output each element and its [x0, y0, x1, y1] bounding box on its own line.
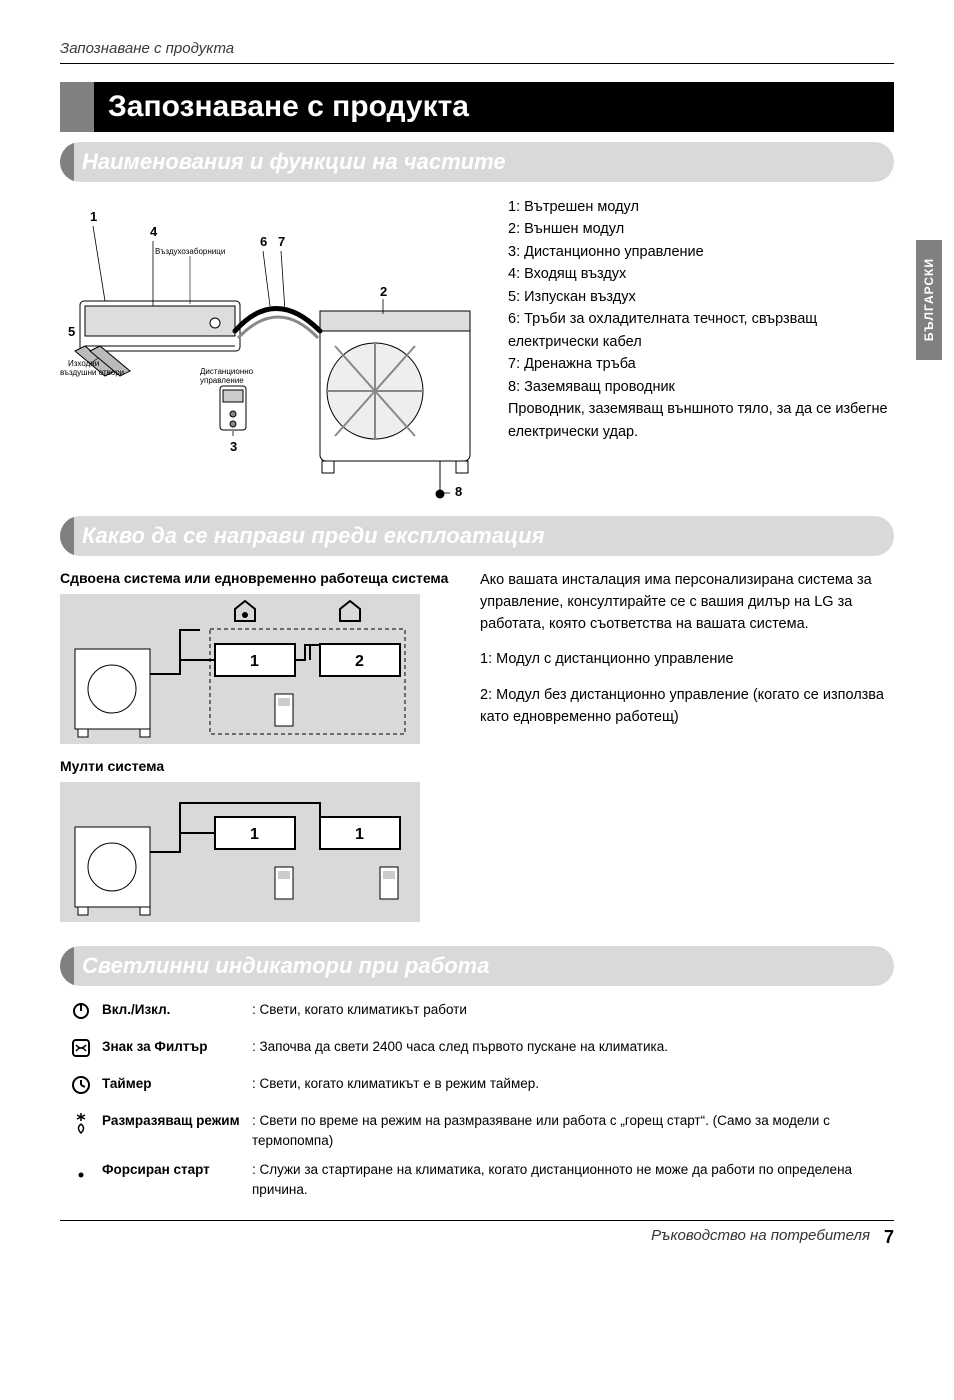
footer: Ръководство на потребителя 7: [60, 1227, 894, 1248]
section-head-3: Светлинни индикатори при работа: [60, 946, 894, 986]
legend-item: 3: Дистанционно управление: [508, 241, 894, 263]
language-tab: БЪЛГАРСКИ: [916, 240, 942, 360]
dot-icon: [60, 1160, 102, 1188]
svg-text:5: 5: [68, 324, 75, 339]
section-head-2: Какво да се направи преди експлоатация: [60, 516, 894, 556]
indicator-desc: : Свети по време на режим на размразяван…: [252, 1111, 894, 1152]
section-accent: [60, 142, 74, 182]
svg-text:1: 1: [355, 826, 364, 843]
section2-left: Сдвоена система или едновременно работещ…: [60, 570, 460, 936]
indicator-row: Знак за Филтър : Започва да свети 2400 ч…: [60, 1037, 894, 1066]
svg-text:1: 1: [250, 653, 259, 670]
right-intro: Ако вашата инсталация има персонализиран…: [480, 570, 894, 635]
svg-text:2: 2: [380, 284, 387, 299]
rule-bottom: [60, 1220, 894, 1221]
subhead-pair: Сдвоена система или едновременно работещ…: [60, 570, 460, 586]
indicator-name: Вкл./Изкл.: [102, 1000, 252, 1020]
defrost-icon: [60, 1111, 102, 1142]
indicator-row: Форсиран старт : Служи за стартиране на …: [60, 1160, 894, 1201]
svg-text:4: 4: [150, 224, 158, 239]
svg-text:7: 7: [278, 234, 285, 249]
section-accent: [60, 516, 74, 556]
legend-item: 2: Външен модул: [508, 218, 894, 240]
chapter-tab: [60, 82, 94, 132]
right-list-2: 2: Модул без дистанционно управление (ко…: [480, 685, 894, 729]
legend-item: 8: Заземяващ проводник Проводник, заземя…: [508, 376, 894, 443]
legend-item: 1: Вътрешен модул: [508, 196, 894, 218]
indicator-desc: : Служи за стартиране на климатика, кога…: [252, 1160, 894, 1201]
parts-legend: 1: Вътрешен модул 2: Външен модул 3: Дис…: [508, 196, 894, 506]
schematic-multi: 1 1: [60, 782, 420, 922]
legend-item: 6: Тръби за охладителната течност, свърз…: [508, 308, 894, 353]
timer-icon: [60, 1074, 102, 1103]
indicator-name: Таймер: [102, 1074, 252, 1094]
indicator-row: Вкл./Изкл. : Свети, когато климатикът ра…: [60, 1000, 894, 1029]
section1-row: 1 4 6 7 2 5 3 8 Въздухозаборниц: [60, 196, 894, 506]
svg-text:8: 8: [455, 484, 462, 499]
indicator-table: Вкл./Изкл. : Свети, когато климатикът ра…: [60, 1000, 894, 1200]
svg-text:3: 3: [230, 439, 237, 454]
language-tab-label: БЪЛГАРСКИ: [922, 258, 936, 341]
indicator-name: Форсиран старт: [102, 1160, 252, 1180]
indicator-desc: : Започва да свети 2400 часа след първот…: [252, 1037, 894, 1057]
section-title-2: Какво да се направи преди експлоатация: [82, 523, 545, 549]
running-head: Запознаване с продукта: [60, 40, 894, 57]
indicator-row: Таймер : Свети, когато климатикът е в ре…: [60, 1074, 894, 1103]
section2-right: Ако вашата инсталация има персонализиран…: [480, 570, 894, 936]
indicator-name: Размразяващ режим: [102, 1111, 252, 1131]
svg-text:Дистанционно: Дистанционно: [200, 367, 254, 376]
subhead-multi: Мулти система: [60, 758, 460, 774]
indicator-row: Размразяващ режим : Свети по време на ре…: [60, 1111, 894, 1152]
legend-item: 7: Дренажна тръба: [508, 353, 894, 375]
indicator-name: Знак за Филтър: [102, 1037, 252, 1057]
section-title-1: Наименования и функции на частите: [82, 149, 506, 175]
svg-text:2: 2: [355, 653, 364, 670]
svg-text:1: 1: [90, 209, 97, 224]
svg-text:Въздухозаборници: Въздухозаборници: [155, 247, 225, 256]
indicator-desc: : Свети, когато климатикът работи: [252, 1000, 894, 1020]
section-title-3: Светлинни индикатори при работа: [82, 953, 489, 979]
svg-text:1: 1: [250, 826, 259, 843]
legend-item: 5: Изпускан въздух: [508, 286, 894, 308]
svg-text:управление: управление: [200, 376, 244, 385]
footer-text: Ръководство на потребителя: [651, 1227, 870, 1248]
chapter-title: Запознаване с продукта: [60, 82, 894, 132]
section-head-1: Наименования и функции на частите: [60, 142, 894, 182]
filter-icon: [60, 1037, 102, 1066]
legend-item: 4: Входящ въздух: [508, 263, 894, 285]
chapter-text: Запознаване с продукта: [94, 82, 894, 132]
schematic-pair: 1 2: [60, 594, 420, 744]
svg-text:въздушни отвори: въздушни отвори: [60, 368, 124, 377]
svg-text:6: 6: [260, 234, 267, 249]
page-number: 7: [884, 1227, 894, 1248]
section2-row: Сдвоена система или едновременно работещ…: [60, 570, 894, 936]
section-accent: [60, 946, 74, 986]
indicator-desc: : Свети, когато климатикът е в режим тай…: [252, 1074, 894, 1094]
rule-top: [60, 63, 894, 64]
right-list-1: 1: Модул с дистанционно управление: [480, 649, 894, 671]
power-icon: [60, 1000, 102, 1029]
parts-diagram: 1 4 6 7 2 5 3 8 Въздухозаборниц: [60, 196, 490, 506]
